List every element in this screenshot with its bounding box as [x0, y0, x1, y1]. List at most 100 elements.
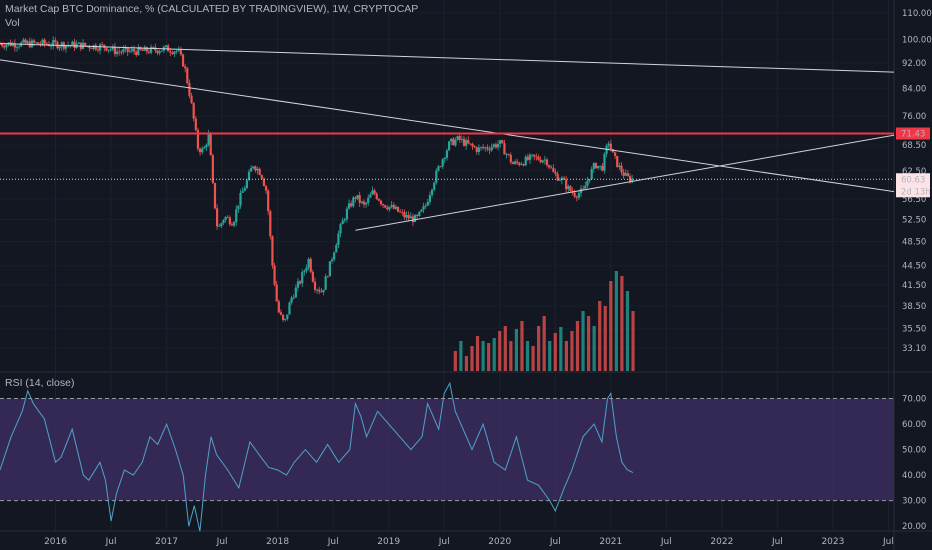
candle-body — [101, 44, 104, 46]
candle-body — [573, 192, 576, 197]
candle-body — [603, 153, 606, 171]
candle-body — [601, 165, 604, 171]
candle-body — [416, 215, 419, 217]
candle-body — [167, 45, 170, 52]
candle-body — [0, 43, 2, 45]
time-tick-label: 2016 — [44, 537, 67, 547]
candle-body — [26, 41, 29, 44]
candle-body — [471, 143, 474, 147]
candle-body — [260, 174, 263, 179]
chart-title: Market Cap BTC Dominance, % (CALCULATED … — [5, 3, 419, 15]
candle-body — [352, 197, 355, 207]
candle-body — [90, 48, 93, 50]
candle-body — [128, 50, 131, 52]
candle-body — [143, 47, 146, 51]
candle-body — [184, 66, 187, 69]
volume-bar — [581, 311, 585, 371]
candle-body — [147, 51, 151, 53]
volume-bar — [459, 341, 463, 371]
candle-body — [624, 173, 627, 176]
candle-body — [15, 46, 19, 48]
candle-body — [362, 201, 366, 205]
candle-body — [426, 201, 429, 206]
rsi-tick-label: 40.00 — [902, 471, 926, 481]
price-tick-label: 110.00 — [902, 9, 932, 19]
time-tick-label: Jul — [105, 537, 117, 547]
candle-body — [205, 144, 208, 148]
candle-body — [439, 166, 442, 168]
candle-body — [201, 148, 204, 153]
candle-body — [496, 144, 500, 148]
candle-body — [482, 147, 485, 149]
candle-body — [188, 83, 191, 96]
candle-body — [77, 42, 80, 44]
candle-body — [318, 289, 321, 292]
candle-body — [243, 188, 246, 192]
volume-bar — [514, 329, 519, 371]
candle-body — [203, 147, 206, 149]
candle-body — [239, 192, 242, 206]
time-tick-label: 2022 — [710, 537, 733, 547]
candle-body — [303, 270, 306, 273]
candle-body — [169, 51, 172, 53]
candle-body — [330, 259, 334, 262]
candle-body — [456, 136, 459, 140]
candle-body — [192, 102, 195, 119]
candle-body — [130, 49, 134, 51]
candle-body — [3, 45, 6, 48]
candle-body — [213, 182, 217, 209]
candle-body — [37, 42, 40, 45]
ascending-trendline — [355, 134, 895, 231]
candle-body — [467, 140, 470, 144]
candle-body — [554, 172, 557, 174]
candle-body — [54, 40, 57, 43]
candle-body — [350, 203, 353, 207]
candle-body — [562, 177, 566, 180]
candle-body — [98, 44, 102, 51]
candle-body — [254, 166, 257, 171]
candle-body — [443, 157, 446, 160]
candle-body — [115, 51, 119, 55]
candle-body — [322, 289, 325, 293]
candle-body — [626, 173, 629, 176]
candle-body — [582, 188, 585, 190]
candle-body — [486, 147, 489, 150]
candle-body — [290, 297, 293, 303]
candle-body — [132, 49, 136, 52]
descending-trendline — [0, 59, 895, 193]
candle-body — [620, 165, 623, 173]
candle-body — [190, 95, 193, 103]
time-tick-label: Jul — [549, 537, 561, 547]
candle-body — [507, 153, 510, 155]
candle-body — [30, 40, 34, 48]
volume-bar — [525, 341, 530, 371]
candle-body — [347, 203, 351, 209]
candle-body — [543, 159, 546, 161]
candle-body — [382, 204, 385, 206]
candle-body — [567, 186, 570, 190]
candle-body — [58, 46, 61, 49]
candle-body — [341, 220, 344, 225]
price-tick-label: 33.10 — [902, 344, 926, 354]
candle-body — [484, 147, 487, 149]
candle-body — [301, 272, 304, 284]
price-tick-label: 100.00 — [902, 36, 932, 46]
candle-body — [60, 42, 63, 47]
candle-body — [122, 49, 125, 53]
candle-body — [479, 147, 483, 148]
candle-body — [269, 211, 272, 237]
candle-body — [488, 149, 491, 151]
candle-body — [373, 190, 376, 194]
candle-body — [588, 179, 591, 181]
volume-bar — [614, 271, 618, 371]
candle-body — [399, 211, 402, 213]
candle-body — [490, 146, 493, 151]
candle-body — [556, 173, 559, 181]
candle-body — [388, 206, 391, 210]
candle-body — [262, 178, 266, 186]
resistance-label-box — [896, 127, 930, 140]
candle-body — [13, 43, 16, 48]
candle-body — [279, 312, 283, 315]
volume-bar — [475, 336, 480, 371]
